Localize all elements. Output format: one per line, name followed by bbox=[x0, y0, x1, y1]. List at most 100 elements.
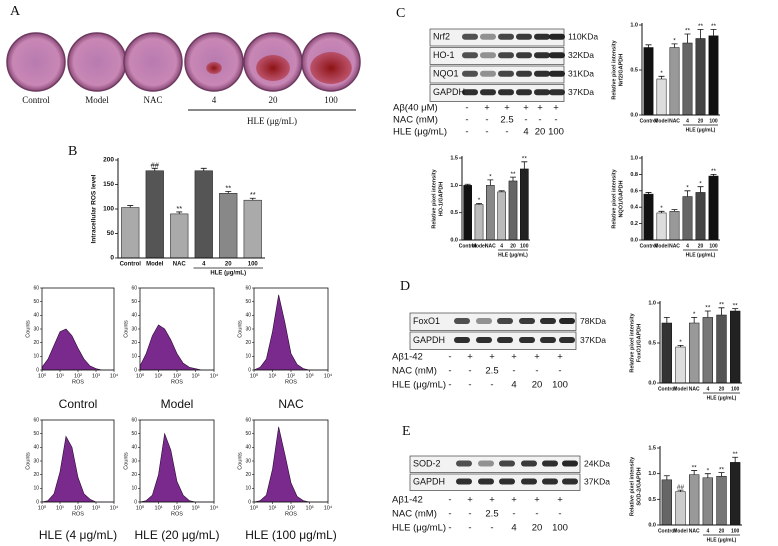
x-tick-label: 100 bbox=[731, 528, 740, 534]
treatment-cell: - bbox=[468, 509, 471, 520]
blot-band bbox=[516, 89, 532, 96]
treatment-cell: - bbox=[512, 509, 515, 520]
axis bbox=[461, 156, 530, 241]
y-tick-label: 0 bbox=[110, 255, 114, 262]
bar bbox=[661, 479, 673, 526]
significance: ## bbox=[151, 160, 160, 169]
blot-band bbox=[562, 460, 578, 467]
y-tick-label: 20 bbox=[131, 472, 137, 478]
error-bar bbox=[658, 210, 665, 213]
y-tick-label: 20 bbox=[245, 472, 251, 478]
x-tick-label: 10⁴ bbox=[110, 504, 119, 511]
blot-kda: 31KDa bbox=[568, 69, 594, 79]
y-tick-label: 0 bbox=[36, 367, 39, 373]
treatment-cell: - bbox=[448, 495, 451, 506]
treatment-cell: + bbox=[504, 103, 510, 114]
x-tick-label: 10² bbox=[173, 505, 181, 511]
y-tick-label: 50 bbox=[107, 230, 115, 237]
error-bar bbox=[684, 33, 691, 43]
error-bar bbox=[200, 167, 207, 171]
error-bar bbox=[677, 345, 684, 347]
y-axis-label: NQO1/GAPDH bbox=[618, 180, 624, 217]
y-tick-label: 0.5 bbox=[630, 67, 638, 73]
blot-row-label: HO-1 bbox=[433, 50, 455, 60]
bar bbox=[486, 185, 495, 241]
bar bbox=[508, 180, 518, 241]
caption: HLE (4 μg/mL) bbox=[39, 528, 117, 542]
treatment-cell: + bbox=[489, 495, 495, 506]
treatment-cell: - bbox=[465, 103, 468, 114]
caption: NAC bbox=[278, 397, 304, 411]
x-tick-label: 10³ bbox=[192, 373, 200, 379]
treatment-cell: - bbox=[468, 523, 471, 534]
x-tick-label: 100 bbox=[731, 386, 740, 392]
y-axis-label: Counts bbox=[25, 320, 31, 338]
x-tick-label: Model bbox=[472, 243, 487, 249]
x-tick-label: 4 bbox=[706, 386, 709, 392]
blot-band bbox=[542, 478, 558, 485]
y-tick-label: 0.5 bbox=[648, 497, 656, 503]
x-tick-label: 10³ bbox=[192, 505, 200, 511]
y-tick-label: 200 bbox=[103, 157, 114, 164]
y-tick-label: 20 bbox=[131, 340, 137, 346]
bar bbox=[497, 191, 506, 241]
y-tick-label: 40 bbox=[245, 313, 251, 319]
y-tick-label: 30 bbox=[131, 326, 137, 332]
blot-band bbox=[454, 337, 470, 343]
error-bar bbox=[704, 473, 711, 478]
y-tick-label: 60 bbox=[33, 285, 39, 291]
y-axis-label: Nrf2/GAPDH bbox=[618, 54, 624, 86]
blot-band bbox=[456, 478, 472, 485]
treatment-cell: - bbox=[558, 366, 561, 377]
x-tick-label: 10² bbox=[287, 505, 295, 511]
blot-band bbox=[498, 70, 514, 77]
x-axis-label: ROS bbox=[72, 511, 84, 517]
y-axis-label: Counts bbox=[123, 320, 129, 338]
y-tick-label: 0 bbox=[134, 499, 137, 505]
y-tick-label: 10 bbox=[245, 354, 251, 360]
bar bbox=[643, 193, 654, 241]
y-tick-label: 50 bbox=[245, 431, 251, 437]
bar bbox=[688, 474, 700, 526]
y-tick-label: 60 bbox=[245, 417, 251, 423]
y-tick-label: 1.0 bbox=[630, 22, 638, 28]
y-axis-label: Relative pixel intensity bbox=[611, 168, 617, 228]
x-tick-label: 10⁰ bbox=[136, 504, 145, 511]
significance: ** bbox=[685, 28, 691, 35]
y-tick-label: 50 bbox=[33, 431, 39, 437]
y-tick-label: 0.0 bbox=[630, 112, 638, 118]
blot-band bbox=[462, 70, 478, 77]
axis bbox=[641, 156, 720, 241]
x-tick-label: 10⁰ bbox=[250, 372, 259, 379]
y-tick-label: 60 bbox=[131, 417, 137, 423]
y-tick-label: 0.0 bbox=[450, 237, 458, 243]
group-label: HLE (μg/mL) bbox=[707, 537, 737, 543]
x-tick-label: 20 bbox=[698, 243, 704, 249]
y-tick-label: 0.4 bbox=[630, 205, 639, 211]
blot-band bbox=[478, 460, 494, 467]
blot-band bbox=[516, 70, 532, 77]
blot-frame bbox=[409, 473, 581, 491]
axis bbox=[659, 301, 742, 384]
bar bbox=[688, 322, 700, 384]
error-bar bbox=[732, 456, 739, 463]
blot-band bbox=[516, 33, 532, 40]
blot-row-label: GAPDH bbox=[413, 335, 445, 345]
blot-band bbox=[559, 337, 575, 343]
x-tick-label: Control bbox=[640, 243, 658, 249]
x-tick-label: 4 bbox=[706, 528, 709, 534]
significance: * bbox=[660, 205, 663, 212]
treatment-cell: 100 bbox=[548, 127, 564, 138]
bar bbox=[463, 185, 472, 241]
dish-label: 100 bbox=[324, 95, 338, 105]
treatment-cell: 4 bbox=[511, 523, 516, 534]
treatment-cell: + bbox=[534, 352, 540, 363]
blot-band bbox=[478, 478, 494, 485]
caption: HLE (20 μg/mL) bbox=[135, 528, 220, 542]
significance: ** bbox=[711, 23, 717, 30]
bar bbox=[669, 47, 680, 116]
significance: * bbox=[660, 70, 663, 77]
treatment-cell: 100 bbox=[552, 523, 568, 534]
x-tick-label: 10⁴ bbox=[324, 372, 333, 379]
treatment-cell: 20 bbox=[532, 523, 543, 534]
